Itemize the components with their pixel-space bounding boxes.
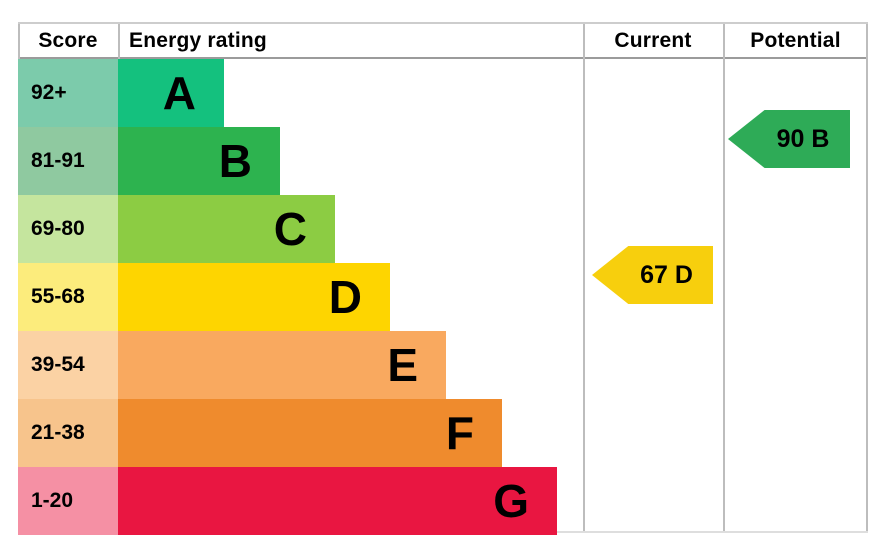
score-column-header: Score	[38, 28, 98, 52]
band-row-c: 69-80 C	[18, 195, 868, 263]
band-row-g: 1-20 G	[18, 467, 868, 535]
band-bar-a: A	[118, 59, 224, 127]
band-rows: 92+ A 81-91 B 69-80 C 55-68 D 39-54 E 21-38 F 1-20 G	[18, 59, 868, 535]
band-score-range: 21-38	[18, 399, 118, 467]
band-bar-b: B	[118, 127, 280, 195]
band-letter: A	[162, 67, 196, 119]
band-bar-g: G	[118, 467, 557, 535]
current-column-header: Current	[614, 28, 692, 52]
band-bar-f: F	[118, 399, 502, 467]
band-score-range: 55-68	[18, 263, 118, 331]
band-score-range: 81-91	[18, 127, 118, 195]
current-left-gridline	[583, 24, 585, 533]
band-row-b: 81-91 B	[18, 127, 868, 195]
epc-table: Score Energy rating Current Potential 92…	[18, 22, 868, 535]
band-bar-c: C	[118, 195, 335, 263]
band-bar-d: D	[118, 263, 390, 331]
band-letter: D	[328, 271, 362, 323]
band-bar-e: E	[118, 331, 446, 399]
potential-rating-label: 90 B	[776, 124, 830, 153]
score-rating-gridline	[118, 24, 120, 59]
score-left-gridline	[18, 24, 20, 59]
band-row-d: 55-68 D	[18, 263, 868, 331]
band-letter: F	[445, 407, 474, 459]
energy-rating-column-header: Energy rating	[129, 28, 267, 52]
current-rating-label: 67 D	[640, 260, 693, 289]
band-score-range: 92+	[18, 59, 118, 127]
band-row-a: 92+ A	[18, 59, 868, 127]
potential-right-gridline	[866, 24, 868, 533]
potential-left-gridline	[723, 24, 725, 533]
header-divider-line	[18, 57, 868, 59]
band-letter: E	[387, 339, 418, 391]
band-letter: C	[273, 203, 307, 255]
band-letter: G	[493, 475, 529, 527]
band-score-range: 1-20	[18, 467, 118, 535]
band-score-range: 69-80	[18, 195, 118, 263]
band-letter: B	[218, 135, 252, 187]
band-row-f: 21-38 F	[18, 399, 868, 467]
band-row-e: 39-54 E	[18, 331, 868, 399]
band-score-range: 39-54	[18, 331, 118, 399]
potential-column-header: Potential	[750, 28, 841, 52]
